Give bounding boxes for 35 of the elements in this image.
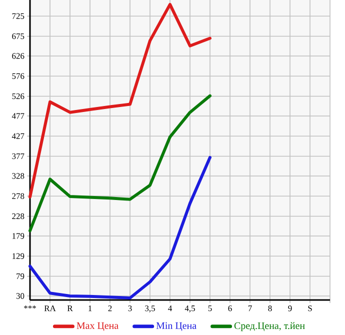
- y-tick-label: 30: [16, 293, 24, 299]
- x-tick-label: 2: [108, 306, 112, 312]
- y-tick-label: 477: [12, 113, 24, 119]
- y-tick-label: 377: [12, 153, 24, 160]
- x-tick-label: ***: [24, 306, 36, 309]
- x-tick-label: RA: [44, 306, 56, 312]
- y-tick-label: 725: [12, 13, 24, 19]
- x-tick-label: 4: [168, 306, 172, 312]
- y-tick-label: 526: [12, 93, 24, 100]
- y-tick-label: 79: [16, 273, 24, 280]
- x-tick-label: 3: [128, 306, 132, 312]
- x-tick-label: 5: [208, 306, 212, 312]
- y-tick-label: 427: [12, 133, 24, 139]
- y-tick-label: 179: [12, 233, 24, 239]
- x-tick-label: 7: [248, 306, 252, 312]
- y-tick-label: 278: [12, 193, 24, 199]
- x-tick-label: 9: [288, 306, 292, 312]
- x-tick-label: 8: [268, 306, 272, 312]
- y-tick-label: 129: [12, 253, 24, 259]
- y-tick-label: 576: [12, 73, 24, 79]
- y-tick-label: 328: [12, 173, 24, 179]
- y-tick-label: 626: [12, 53, 24, 59]
- x-tick-label: 1: [88, 306, 92, 312]
- legend-label: Max Цена: [76, 322, 118, 331]
- legend-label: Min Цена: [156, 322, 196, 332]
- legend-label: Сред.Цена, т.йен: [234, 322, 305, 332]
- x-tick-label: 3,5: [145, 306, 155, 312]
- x-tick-label: S: [308, 306, 312, 312]
- x-tick-label: R: [67, 306, 73, 312]
- line-series: [28, 2, 212, 198]
- line-series: [28, 156, 212, 300]
- x-tick-label: 6: [228, 306, 232, 312]
- y-tick-label: 228: [12, 213, 24, 220]
- y-tick-label: 675: [12, 33, 24, 40]
- x-tick-label: 4,5: [184, 306, 195, 312]
